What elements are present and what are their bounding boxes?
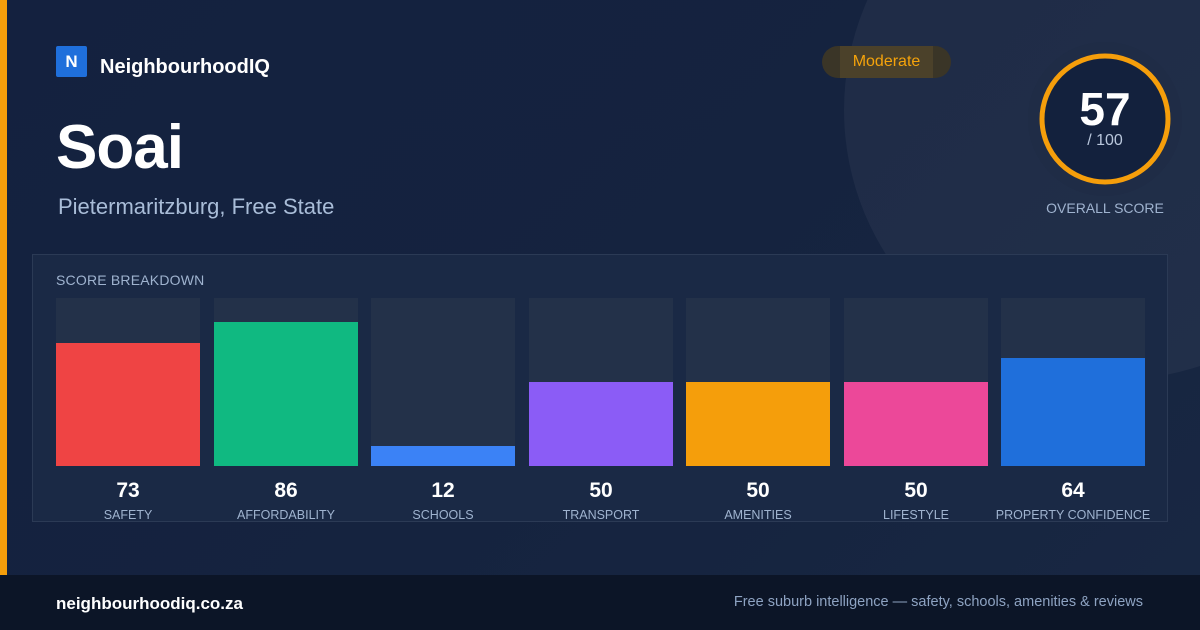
bar-fill-transport <box>529 382 673 466</box>
bar-track-amenities <box>686 298 830 466</box>
logo-icon: N <box>56 46 87 77</box>
suburb-location: Pietermaritzburg, Free State <box>58 194 335 219</box>
bar-track-transport <box>529 298 673 466</box>
bar-track-schools <box>371 298 515 466</box>
bar-track-property-confidence <box>1001 298 1145 466</box>
bar-fill-safety <box>56 343 200 466</box>
footer <box>0 575 1200 630</box>
score-ring-inner <box>1042 56 1168 182</box>
logo-letter: N <box>65 51 78 71</box>
score-ring-graphic <box>1039 53 1171 185</box>
bar-fill-lifestyle <box>844 382 988 466</box>
score-ring-arc <box>1039 53 1171 185</box>
rating-badge: Moderate <box>822 46 951 78</box>
rating-badge-label: Moderate <box>852 53 921 70</box>
bar-fill-affordability <box>214 322 358 466</box>
bar-fill-property-confidence <box>1001 358 1145 466</box>
bar-fill-schools <box>371 446 515 466</box>
score-breakdown-title: SCORE BREAKDOWN <box>56 272 205 288</box>
overall-score-caption: OVERALL SCORE <box>1046 200 1164 216</box>
bar-track-affordability <box>214 298 358 466</box>
footer-domain: neighbourhoodiq.co.za <box>56 594 243 613</box>
bar-track-safety <box>56 298 200 466</box>
overall-score-ring <box>1028 42 1182 196</box>
bar-fill-amenities <box>686 382 830 466</box>
brand-name: NeighbourhoodIQ <box>100 56 270 78</box>
accent-stripe <box>0 0 7 575</box>
suburb-title: Soai <box>56 113 184 182</box>
bar-track-lifestyle <box>844 298 988 466</box>
overall-score-max: / 100 <box>1087 132 1123 149</box>
footer-tagline: Free suburb intelligence — safety, schoo… <box>733 594 1143 610</box>
overall-score-value: 57 <box>1079 83 1131 135</box>
